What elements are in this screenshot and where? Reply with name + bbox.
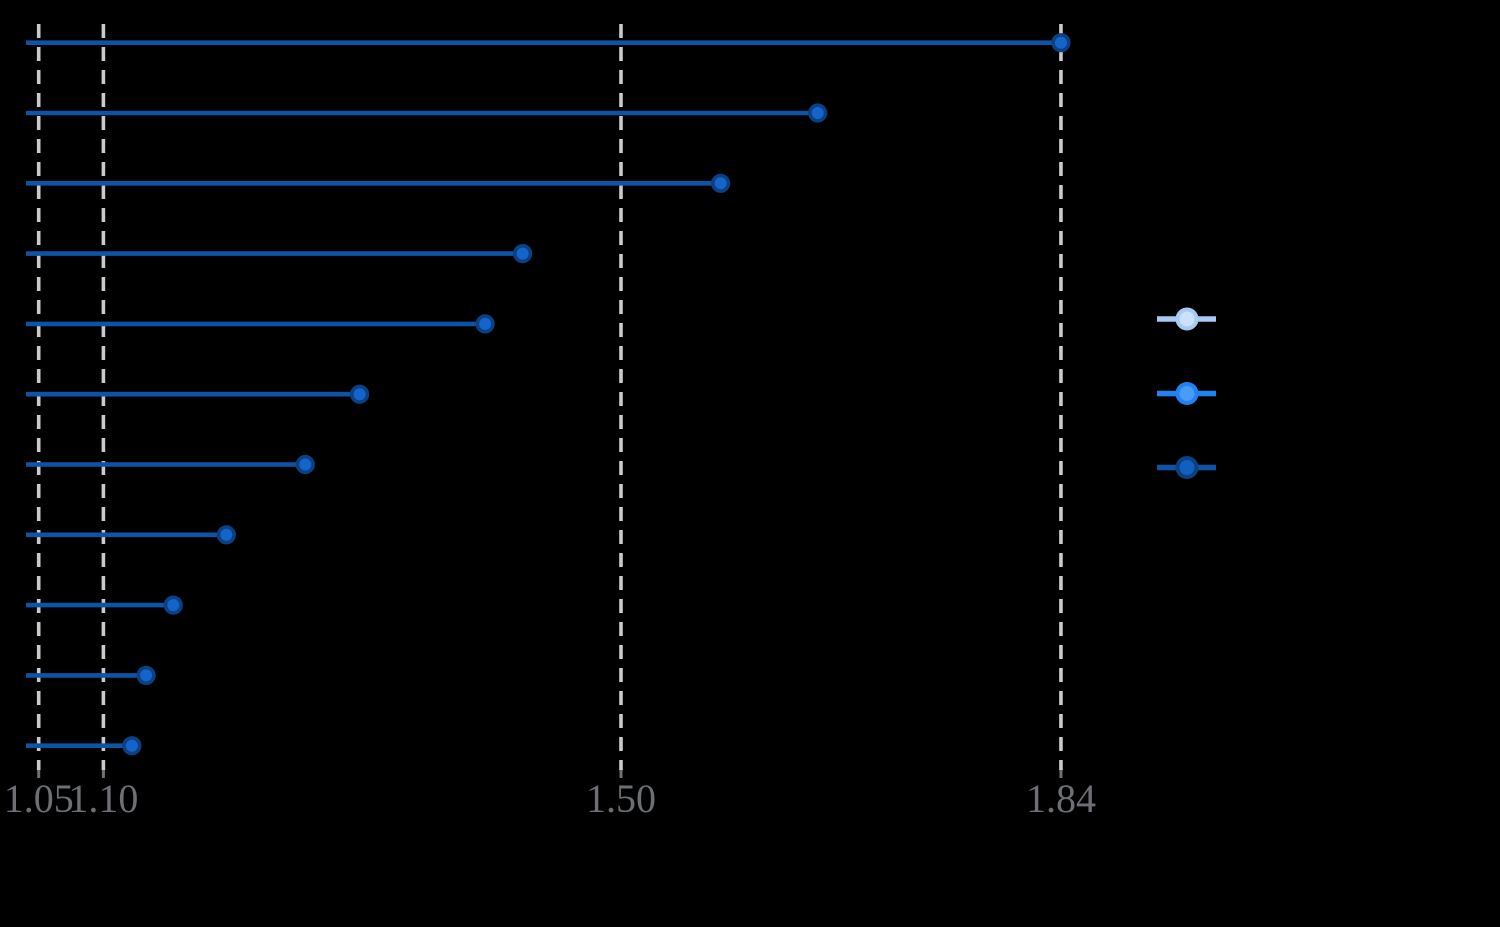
lollipop-dot [122,736,142,756]
x-tick-label: 1.05 [4,776,74,821]
lollipop-dot [1051,33,1071,53]
x-tick-label: 1.50 [586,776,656,821]
lollipop-dot [711,173,731,193]
x-tick-label: 1.10 [68,776,138,821]
x-tick-label: 1.84 [1026,776,1096,821]
lollipop-dot [808,103,828,123]
lollipop-dot [216,525,236,545]
legend-dot-sample [1175,456,1199,479]
lollipop-dot [163,595,183,615]
lollipop-dot [475,314,495,334]
lollipop-dot [350,384,370,404]
legend-dot-sample [1175,307,1199,331]
lollipop-dot [136,665,156,686]
legend-dot-sample [1175,382,1199,405]
lollipop-dot [295,454,315,475]
lollipop-dot [513,244,533,264]
